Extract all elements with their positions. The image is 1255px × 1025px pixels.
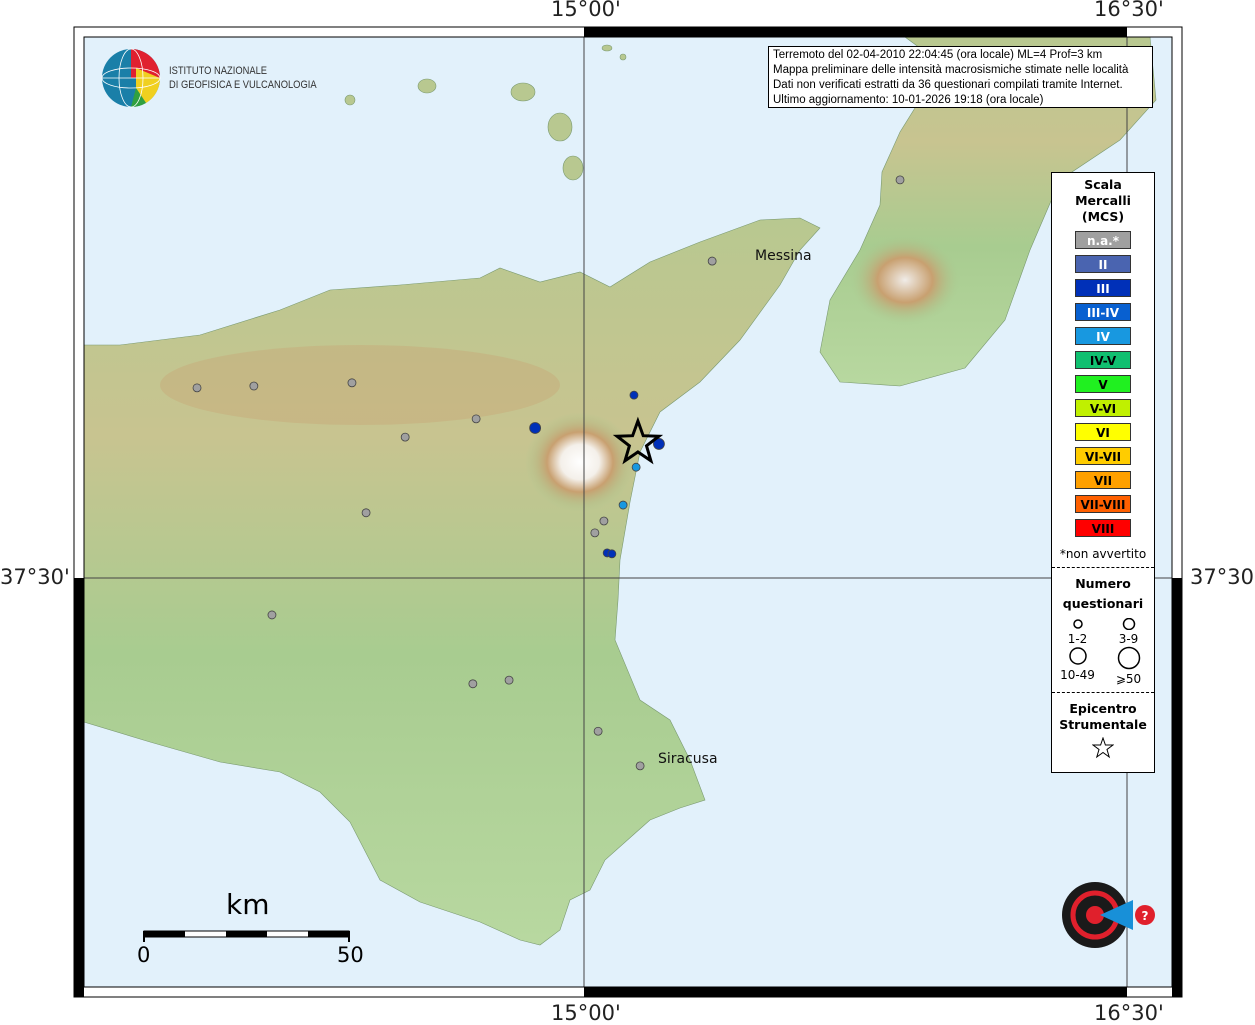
mcs-swatch-vi-vii: VI-VII xyxy=(1075,447,1131,465)
mcs-swatch-vii-viii: VII-VIII xyxy=(1075,495,1131,513)
info-line: Mappa preliminare delle intensità macros… xyxy=(773,64,1129,76)
nebrodi-relief xyxy=(160,345,560,425)
lon-tick-bottom-16-30: 16°30' xyxy=(1094,1001,1164,1025)
observation-point[interactable] xyxy=(590,528,600,538)
observation-point[interactable] xyxy=(192,383,202,393)
info-line: Terremoto del 02-04-2010 22:04:45 (ora l… xyxy=(773,49,1103,61)
observation-point[interactable] xyxy=(361,508,371,518)
mcs-swatch-vi: VI xyxy=(1075,423,1131,441)
scale-min: 0 xyxy=(137,943,151,967)
observation-point[interactable] xyxy=(635,761,645,771)
legend-note: *non avvertito xyxy=(1059,547,1147,561)
hsit-logo-icon: ? xyxy=(1062,882,1155,948)
observation-point[interactable] xyxy=(593,726,603,736)
mcs-swatch-iv: IV xyxy=(1075,327,1131,345)
lon-tick-top-15: 15°00' xyxy=(551,0,621,21)
mcs-swatch-na: n.a.* xyxy=(1075,231,1131,249)
epicenter-title: Epicentro Strumentale xyxy=(1059,701,1147,732)
observation-point[interactable] xyxy=(629,390,639,400)
mcs-swatches: n.a.* II III III-IV IV IV-V V V-VI VI VI-VII VII VI… xyxy=(1052,231,1154,537)
observation-point[interactable] xyxy=(618,500,628,510)
observation-point[interactable] xyxy=(599,516,609,526)
observation-point[interactable] xyxy=(607,549,617,559)
ingv-logo-text: ISTITUTO NAZIONALE DI GEOFISICA E VULCAN… xyxy=(169,64,317,92)
observation-point[interactable] xyxy=(895,175,905,185)
lon-tick-bottom-15: 15°00' xyxy=(551,1001,621,1025)
mcs-swatch-viii: VIII xyxy=(1075,519,1131,537)
count-class-2: 3-9 xyxy=(1103,617,1154,646)
count-class-3: 10-49 xyxy=(1052,646,1103,686)
mcs-swatch-ii: II xyxy=(1075,255,1131,273)
lat-tick-right: 37°30' xyxy=(1190,565,1255,589)
aeolian-islands xyxy=(344,44,627,181)
ingv-line2: DI GEOFISICA E VULCANOLOGIA xyxy=(169,79,317,91)
etna-relief xyxy=(525,412,635,512)
ingv-logo-globe-icon xyxy=(101,48,161,108)
mcs-swatch-iii-iv: III-IV xyxy=(1075,303,1131,321)
aspromonte-relief xyxy=(850,235,960,325)
count-class-1: 1-2 xyxy=(1052,618,1103,646)
lon-tick-top-16-30: 16°30' xyxy=(1094,0,1164,21)
event-info-box: Terremoto del 02-04-2010 22:04:45 (ora l… xyxy=(768,46,1153,108)
mcs-swatch-v: V xyxy=(1075,375,1131,393)
observation-point[interactable] xyxy=(504,675,514,685)
city-label-messina: Messina xyxy=(755,248,812,264)
count-class-4: ⩾50 xyxy=(1103,646,1154,686)
observation-point[interactable] xyxy=(529,422,542,434)
observation-point[interactable] xyxy=(631,462,641,472)
count-title: Numero questionari xyxy=(1062,576,1144,611)
mcs-swatch-vii: VII xyxy=(1075,471,1131,489)
epicenter-star-icon xyxy=(612,416,664,465)
observation-point[interactable] xyxy=(468,679,478,689)
city-label-siracusa: Siracusa xyxy=(658,751,718,767)
lat-tick-left: 37°30' xyxy=(0,565,70,589)
observation-point[interactable] xyxy=(249,381,259,391)
scale-unit: km xyxy=(226,888,270,921)
epicenter-legend-star-icon xyxy=(1091,736,1115,759)
observation-point[interactable] xyxy=(400,432,410,442)
mcs-swatch-v-vi: V-VI xyxy=(1075,399,1131,417)
info-line: Ultimo aggiornamento: 10-01-2026 19:18 (… xyxy=(773,94,1044,106)
observation-point[interactable] xyxy=(707,256,717,266)
observation-point[interactable] xyxy=(267,610,277,620)
mcs-swatch-iii: III xyxy=(1075,279,1131,297)
map-frame xyxy=(73,26,1183,998)
observation-point[interactable] xyxy=(653,438,665,450)
scale-max: 50 xyxy=(337,943,364,967)
svg-text:?: ? xyxy=(1142,909,1149,923)
sicily-landmass xyxy=(83,217,821,946)
legend-panel: Scala Mercalli (MCS) n.a.* II III III-IV IV I… xyxy=(1051,172,1155,773)
ingv-line1: ISTITUTO NAZIONALE xyxy=(169,65,268,77)
observations-layer xyxy=(192,175,905,771)
mcs-swatch-iv-v: IV-V xyxy=(1075,351,1131,369)
legend-title: Scala Mercalli (MCS) xyxy=(1075,177,1131,224)
observation-point[interactable] xyxy=(471,414,481,424)
scale-bar xyxy=(143,930,350,942)
info-line: Dati non verificati estratti da 36 quest… xyxy=(773,79,1123,91)
observation-point[interactable] xyxy=(347,378,357,388)
